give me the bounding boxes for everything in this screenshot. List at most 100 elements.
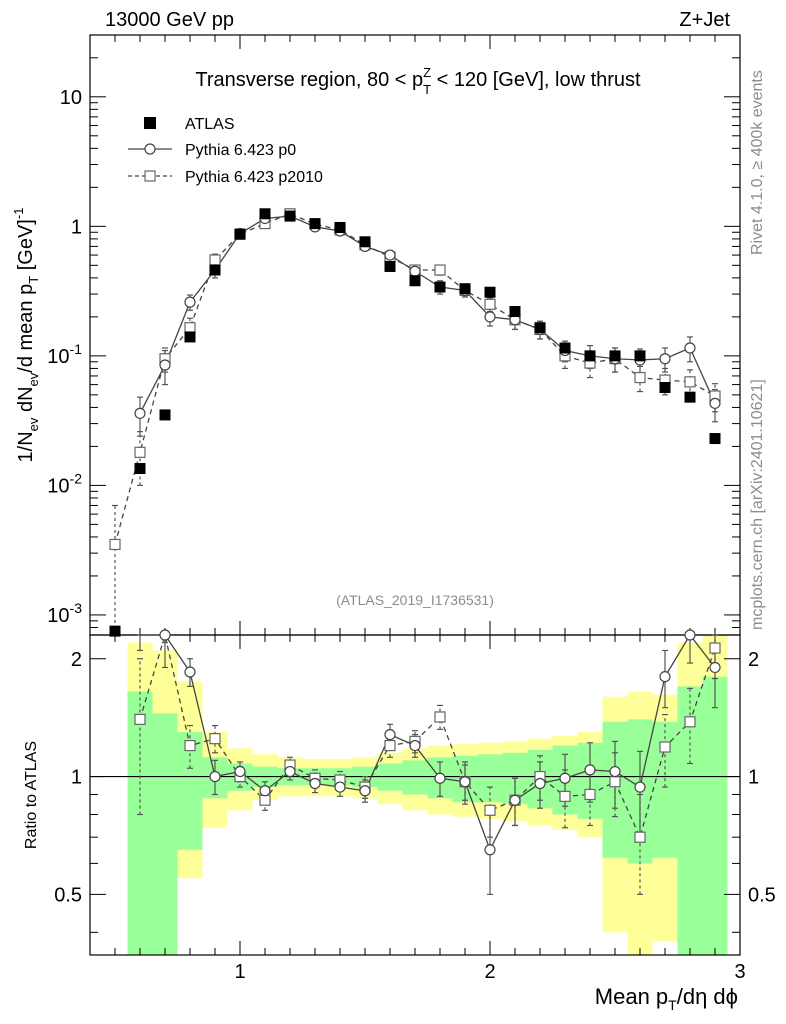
atlas-point: [634, 350, 646, 362]
atlas-point: [659, 381, 671, 393]
ratio-p0-point: [459, 776, 471, 788]
band-green-bin: [702, 676, 728, 955]
p2010-point: [634, 371, 646, 384]
plot-title-sub: T: [423, 82, 431, 97]
ratio-p2010-point: [559, 790, 571, 802]
main-y-axis-label: 1/Nev dNev/d mean pT [GeV]-1: [11, 208, 41, 463]
p0-point: [159, 359, 171, 371]
atlas-point: [584, 350, 596, 362]
main-y-tick-label: 10-1: [47, 341, 82, 368]
x-axis-label: Mean pT/dη dϕ: [595, 984, 738, 1013]
plot-title-sup: Z: [423, 65, 431, 80]
ratio-p2010-point: [209, 733, 221, 745]
p2010-point: [209, 254, 221, 266]
ratio-p0-point: [434, 772, 446, 784]
ratio-y-axis-label: Ratio to ATLAS: [23, 741, 40, 849]
atlas-point: [384, 260, 396, 272]
analysis-watermark: (ATLAS_2019_I1736531): [336, 592, 494, 608]
xlabel-s1: T: [668, 997, 677, 1013]
p2010-point: [184, 322, 196, 334]
p0-point: [709, 397, 721, 409]
band-green-bin: [152, 713, 178, 955]
plot-title-suffix: < 120 [GeV], low thrust: [431, 69, 641, 91]
ylabel-p3: /d mean p: [15, 284, 37, 373]
legend-atlas-label: ATLAS: [185, 116, 235, 133]
ratio-p0-point: [234, 765, 246, 778]
atlas-point: [684, 391, 696, 403]
ratio-p2010-point: [484, 804, 496, 816]
ratio-y-tick-label: 0.5: [54, 884, 82, 906]
ratio-p0-point: [584, 764, 596, 776]
plot-title: Transverse region, 80 < pZ T < 120 [GeV],…: [195, 65, 641, 97]
atlas-point: [234, 228, 246, 240]
p0-point: [684, 342, 696, 354]
atlas-point: [284, 210, 296, 222]
ratio-p2010-point: [609, 776, 621, 788]
ratio-p0-point: [534, 777, 546, 790]
ratio-y-tick-label: 2: [71, 649, 82, 671]
ratio-y-tick-label-right: 0.5: [748, 884, 776, 906]
x-tick-label: 3: [734, 961, 745, 983]
ylabel-s2: ev: [26, 372, 41, 386]
ratio-p0-point: [559, 772, 571, 784]
side-text-rivet: Rivet 4.1.0, ≥ 400k events: [749, 70, 766, 255]
atlas-point: [509, 306, 521, 318]
p2010-point: [484, 298, 496, 310]
atlas-point: [334, 221, 346, 233]
main-y-tick-exp: -3: [70, 600, 83, 616]
header-left: 13000 GeV pp: [105, 9, 234, 31]
axis-ticks: [89, 34, 741, 955]
p0-point: [134, 407, 146, 419]
plot-title-prefix: Transverse region, 80 < p: [195, 69, 423, 91]
ratio-p2010-point: [684, 716, 696, 728]
ratio-p0-point: [384, 729, 396, 741]
legend: ATLAS Pythia 6.423 p0 Pythia 6.423 p2010: [128, 116, 323, 186]
ratio-p0-point: [159, 629, 171, 641]
ratio-p0-point: [259, 785, 271, 797]
atlas-point: [184, 331, 196, 343]
band-green-bin: [402, 760, 428, 795]
ratio-p0-point: [359, 785, 371, 797]
p0-point: [384, 249, 396, 261]
atlas-point: [609, 350, 621, 362]
ratio-p2010-point: [584, 788, 596, 801]
ratio-y-tick-label: 1: [71, 767, 82, 789]
ratio-p2010-point: [634, 831, 646, 843]
main-y-tick-label: 10-2: [47, 470, 82, 497]
ratio-p0-point: [334, 781, 346, 793]
ratio-p2010-point: [134, 713, 146, 725]
ylabel-p2: dN: [15, 386, 37, 417]
main-y-tick-label: 10: [60, 87, 82, 109]
atlas-point: [559, 342, 571, 354]
atlas-point: [159, 409, 171, 421]
p0-point: [409, 265, 421, 277]
p0-point: [184, 296, 196, 308]
band-green-bin: [127, 691, 153, 955]
xlabel-p2: /dη dϕ: [677, 984, 738, 1009]
atlas-point: [484, 286, 496, 298]
ratio-y-tick-label-right: 2: [748, 649, 759, 671]
ylabel-s1: ev: [26, 417, 41, 431]
atlas-point: [259, 208, 271, 220]
p0-point: [484, 311, 496, 323]
p2010-point: [434, 264, 446, 276]
atlas-point: [209, 264, 221, 276]
main-y-tick-exp: -1: [70, 341, 83, 357]
atlas-point: [109, 625, 121, 637]
atlas-point: [459, 283, 471, 295]
ratio-p0-point: [209, 770, 221, 783]
main-y-tick-exp: -2: [70, 470, 83, 486]
side-text-mcplots: mcplots.cern.ch [arXiv:2401.10621]: [749, 379, 766, 630]
ratio-p2010-point: [434, 711, 446, 723]
x-tick-label: 1: [234, 961, 245, 983]
ratio-p0-point: [709, 661, 721, 674]
ratio-series: [134, 629, 721, 895]
atlas-point: [359, 236, 371, 248]
atlas-point: [709, 433, 721, 445]
main-y-tick-base: 10: [60, 87, 82, 109]
ylabel-p4: [GeV]: [15, 219, 37, 276]
ylabel-s3: T: [26, 276, 41, 284]
ratio-p0-point: [659, 671, 671, 683]
ylabel-p1: 1/N: [15, 431, 37, 462]
